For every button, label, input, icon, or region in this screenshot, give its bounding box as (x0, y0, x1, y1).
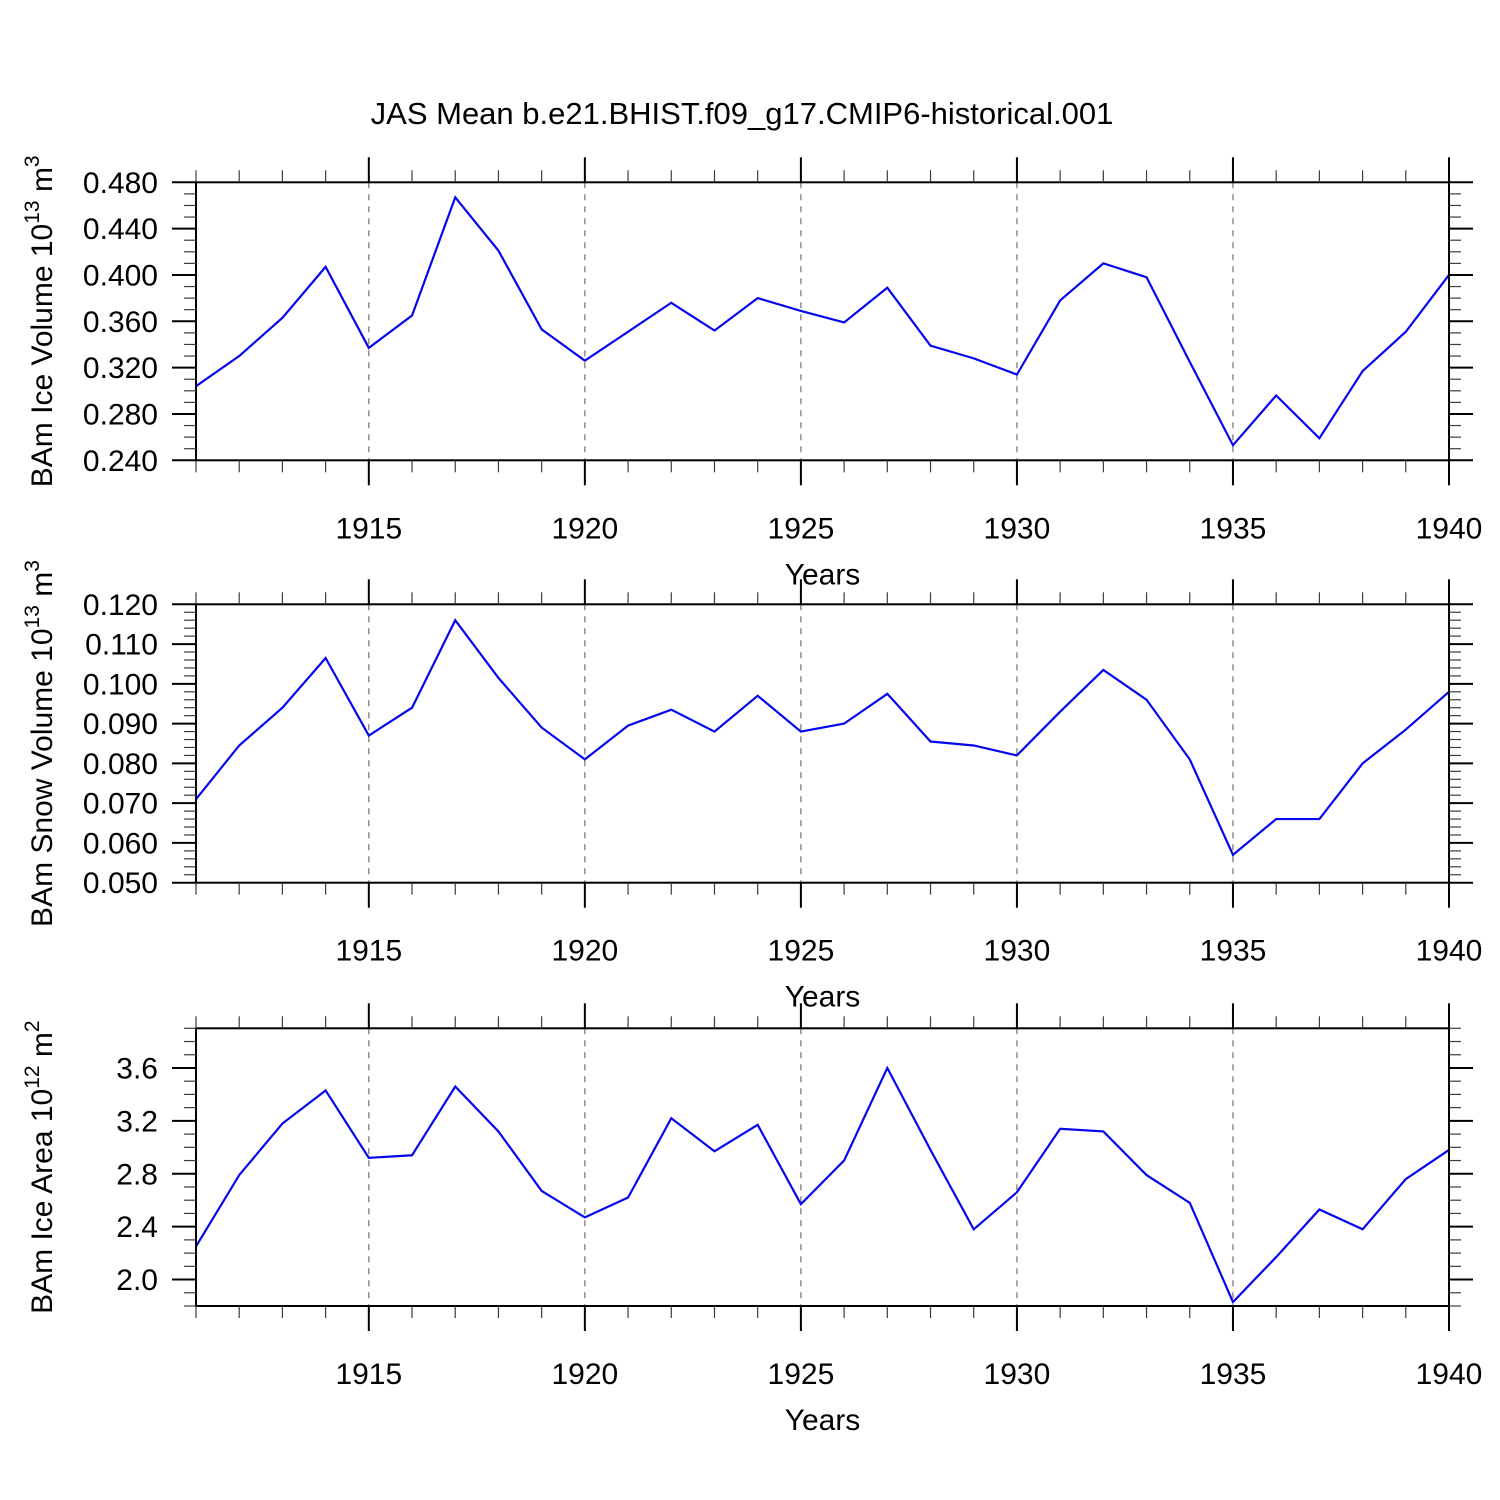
y-tick-label: 0.090 (83, 708, 158, 741)
y-tick-label: 0.440 (83, 213, 158, 246)
y-tick-label: 2.0 (116, 1264, 158, 1297)
gridlines (368, 182, 1234, 461)
x-tick-label: 1925 (768, 1358, 835, 1391)
plot-border (195, 603, 1450, 884)
axis-labels: 1915 1920 1925 1930 1935 1940 Years 0.240 0.280 0… (21, 155, 1482, 591)
x-tick-label: 1925 (768, 512, 835, 545)
axis-labels: 1915 1920 1925 1930 1935 1940 Years 0.050 0.060 0… (21, 560, 1482, 1014)
y-tick-label: 0.400 (83, 259, 158, 292)
y-axis-title: BAm Ice Area 1012 m2 (21, 1020, 59, 1314)
panel-snow-volume: 1915 1920 1925 1930 1935 1940 Years 0.050 0.060 0… (21, 560, 1482, 1014)
series-line-ice-area (195, 1065, 1450, 1304)
y-tick-label: 0.120 (83, 589, 158, 622)
axis-ticks (172, 1003, 1473, 1331)
y-tick-label: 0.080 (83, 748, 158, 781)
axis-ticks (172, 579, 1473, 908)
chart-title: JAS Mean b.e21.BHIST.f09_g17.CMIP6-histo… (370, 96, 1114, 131)
axis-ticks (172, 157, 1473, 486)
y-tick-label: 0.050 (83, 867, 158, 900)
x-tick-label: 1935 (1200, 935, 1267, 968)
y-tick-label: 0.360 (83, 306, 158, 339)
x-tick-label: 1940 (1416, 1358, 1483, 1391)
y-tick-label: 2.8 (116, 1158, 158, 1191)
y-tick-label: 0.320 (83, 352, 158, 385)
x-tick-label: 1920 (551, 1358, 618, 1391)
gridlines (368, 604, 1234, 883)
x-axis-title: Years (785, 558, 861, 591)
plot-border (195, 181, 1450, 462)
x-tick-label: 1930 (984, 512, 1051, 545)
y-tick-label: 3.6 (116, 1052, 158, 1085)
y-tick-label: 0.070 (83, 788, 158, 821)
series-line-ice-volume (195, 195, 1450, 448)
y-tick-label: 0.060 (83, 827, 158, 860)
x-tick-label: 1920 (551, 512, 618, 545)
x-axis-title: Years (785, 1404, 861, 1437)
y-tick-label: 0.240 (83, 445, 158, 478)
y-tick-label: 0.100 (83, 668, 158, 701)
y-axis-title: BAm Ice Volume 1013 m3 (21, 155, 59, 487)
x-tick-label: 1940 (1416, 512, 1483, 545)
x-tick-label: 1925 (768, 935, 835, 968)
x-tick-label: 1940 (1416, 935, 1483, 968)
x-tick-label: 1915 (335, 512, 402, 545)
y-axis-title: BAm Snow Volume 1013 m3 (21, 560, 59, 927)
x-axis-title: Years (785, 981, 861, 1014)
axis-labels: 1915 1920 1925 1930 1935 1940 Years 2.0 2.4 2.8 3.… (21, 1020, 1482, 1437)
gridlines (368, 1028, 1234, 1306)
y-tick-label: 3.2 (116, 1105, 158, 1138)
series-line-snow-volume (195, 618, 1450, 857)
y-tick-label: 0.110 (85, 629, 158, 662)
y-tick-label: 0.280 (83, 398, 158, 431)
plot-border (195, 1027, 1450, 1308)
x-tick-label: 1930 (984, 935, 1051, 968)
y-tick-label: 2.4 (116, 1211, 158, 1244)
x-tick-label: 1930 (984, 1358, 1051, 1391)
panel-ice-volume: 1915 1920 1925 1930 1935 1940 Years 0.240 0.280 0… (21, 155, 1482, 591)
x-tick-label: 1935 (1200, 512, 1267, 545)
x-tick-label: 1920 (551, 935, 618, 968)
x-tick-label: 1915 (335, 935, 402, 968)
y-tick-label: 0.480 (83, 167, 158, 200)
x-tick-label: 1915 (335, 1358, 402, 1391)
panel-ice-area: 1915 1920 1925 1930 1935 1940 Years 2.0 2.4 2.8 3.… (21, 1003, 1482, 1437)
x-tick-label: 1935 (1200, 1358, 1267, 1391)
